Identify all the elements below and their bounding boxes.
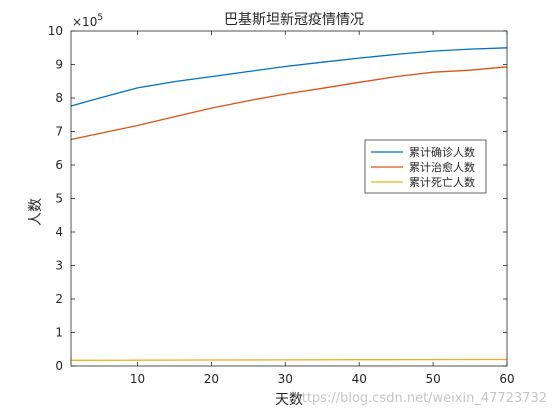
legend-label-3: 累计死亡人数 — [409, 175, 475, 189]
y-tick-label: 4 — [55, 225, 63, 239]
y-tick-label: 7 — [55, 125, 63, 139]
y-tick-label: 2 — [55, 292, 63, 306]
x-axis-label: 天数 — [275, 392, 303, 408]
legend-label-2: 累计治愈人数 — [409, 160, 475, 174]
plot-frame — [70, 30, 508, 367]
y-tick-label: 0 — [55, 359, 63, 373]
x-tick-label: 30 — [278, 372, 293, 386]
y-tick-label: 5 — [55, 192, 63, 206]
x-tick-label: 40 — [352, 372, 367, 386]
x-tick-label: 60 — [499, 372, 514, 386]
chart-title: 巴基斯坦新冠疫情情况 — [224, 11, 364, 28]
y-exponent-power: 5 — [97, 13, 103, 23]
y-axis-label: 人数 — [28, 198, 44, 226]
x-tick-label: 20 — [204, 372, 219, 386]
watermark: https://blog.csdn.net/weixin_47723732 — [293, 391, 547, 406]
x-tick-label: 50 — [425, 372, 440, 386]
series-line-1 — [70, 47, 508, 107]
y-tick-label: 1 — [55, 326, 63, 340]
series-line-3 — [70, 358, 508, 361]
y-tick-label: 8 — [55, 91, 63, 105]
y-tick-label: 3 — [55, 259, 63, 273]
x-tick-labels: 10 20 30 40 50 60 — [130, 372, 515, 386]
series-lines — [70, 47, 508, 361]
y-tick-label: 9 — [55, 58, 63, 72]
y-tick-label: 6 — [55, 158, 63, 172]
plot-area — [71, 31, 507, 366]
y-exponent-base: ×10 — [72, 15, 97, 29]
y-tick-label: 10 — [48, 24, 63, 38]
y-exponent-label: ×105 — [72, 13, 103, 29]
series-line-2 — [70, 66, 508, 141]
legend-label-1: 累计确诊人数 — [409, 145, 475, 159]
x-tick-label: 10 — [130, 372, 145, 386]
y-tick-labels: 0 1 2 3 4 5 6 7 8 9 10 — [48, 24, 63, 373]
